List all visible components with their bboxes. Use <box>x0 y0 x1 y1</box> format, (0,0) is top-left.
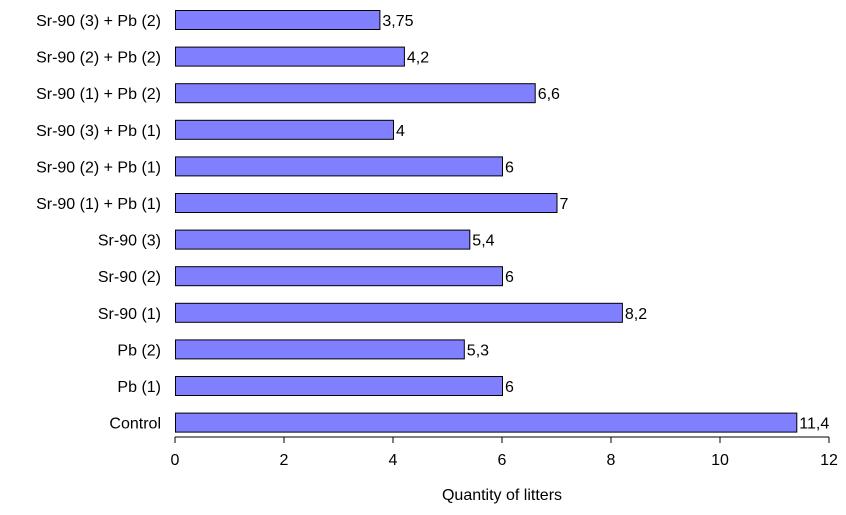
category-label: Control <box>109 416 161 433</box>
value-label: 6,6 <box>538 86 560 103</box>
x-axis-title: Quantity of litters <box>442 487 562 504</box>
bar <box>175 229 471 250</box>
category-label: Sr-90 (1) + Pb (1) <box>36 196 161 213</box>
bars-layer: Sr-90 (3) + Pb (2) 3,75 Sr-90 (2) + Pb (2)… <box>36 10 829 433</box>
value-label: 6 <box>505 159 514 176</box>
value-label: 4 <box>396 123 405 140</box>
x-tick-label: 2 <box>280 452 289 469</box>
category-label: Pb (1) <box>117 379 161 396</box>
bar <box>175 339 465 360</box>
value-label: 6 <box>505 379 514 396</box>
x-tick-label: 6 <box>498 452 507 469</box>
category-label: Sr-90 (1) <box>98 306 161 323</box>
category-label: Sr-90 (3) + Pb (1) <box>36 123 161 140</box>
bar <box>175 193 558 213</box>
bar <box>175 46 405 67</box>
bar <box>175 302 623 323</box>
bar <box>175 83 536 104</box>
category-label: Sr-90 (2) <box>98 269 161 286</box>
bar <box>175 119 394 140</box>
bar <box>175 266 503 287</box>
value-label: 5,4 <box>472 233 494 250</box>
value-label: 4,2 <box>407 50 429 67</box>
axis-layer: 0 2 4 6 8 10 12 <box>171 436 838 469</box>
x-tick-label: 10 <box>711 452 729 469</box>
bar <box>175 376 503 396</box>
value-label: 5,3 <box>467 342 489 359</box>
bar <box>175 10 381 30</box>
category-label: Sr-90 (2) + Pb (1) <box>36 159 161 176</box>
category-label: Sr-90 (3) + Pb (2) <box>36 13 161 30</box>
x-tick-label: 0 <box>171 452 180 469</box>
category-label: Sr-90 (2) + Pb (2) <box>36 50 161 67</box>
value-label: 6 <box>505 269 514 286</box>
value-label: 11,4 <box>799 416 829 433</box>
value-label: 7 <box>560 196 569 213</box>
category-label: Sr-90 (3) <box>98 233 161 250</box>
x-tick-label: 12 <box>820 452 838 469</box>
category-label: Sr-90 (1) + Pb (2) <box>36 86 161 103</box>
x-tick-label: 8 <box>607 452 616 469</box>
value-label: 3,75 <box>382 13 413 30</box>
category-label: Pb (2) <box>117 342 161 359</box>
bar <box>175 156 503 177</box>
value-label: 8,2 <box>625 306 647 323</box>
x-tick-label: 4 <box>389 452 398 469</box>
bar <box>175 412 798 433</box>
